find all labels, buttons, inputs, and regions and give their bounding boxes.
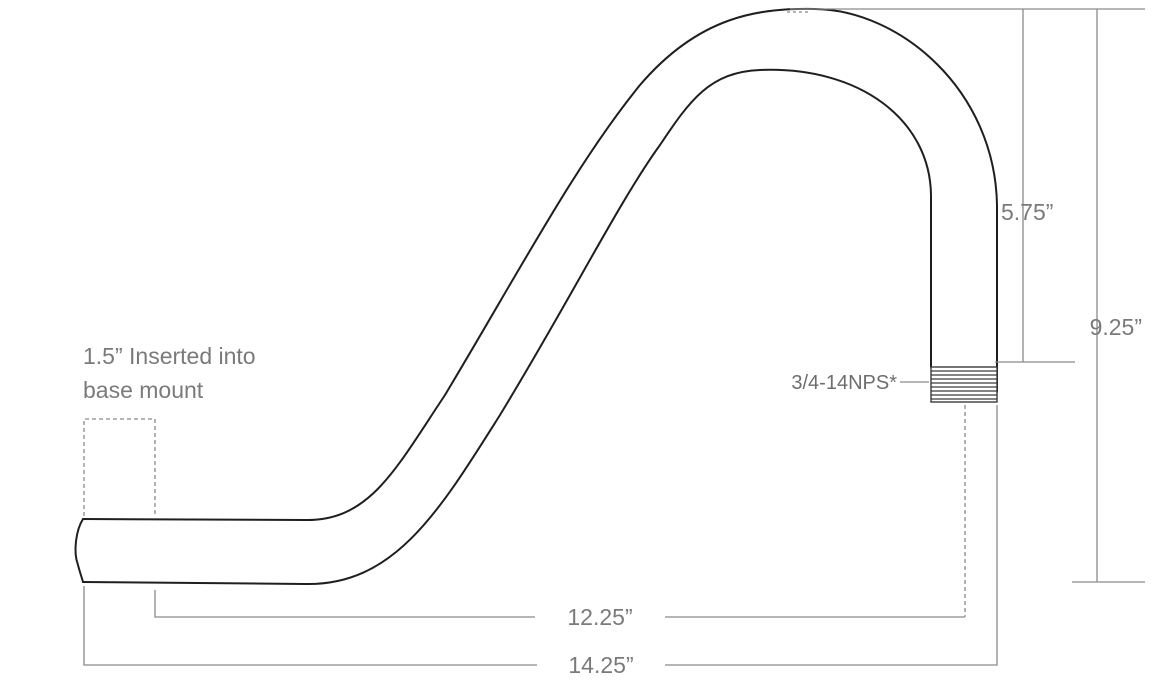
drop-dimension-label: 5.75” — [1001, 199, 1053, 225]
total-reach-label: 14.25” — [568, 652, 633, 678]
inner-reach-label: 12.25” — [567, 604, 632, 630]
total-reach-dimension-left — [84, 586, 537, 665]
thread-fitting — [931, 367, 997, 402]
insert-depth-box — [84, 419, 155, 516]
insert-note-line1: 1.5” Inserted into — [83, 343, 256, 369]
pipe-inner-edge — [83, 70, 931, 584]
height-dimension-label: 9.25” — [1090, 314, 1142, 340]
thread-spec-label: 3/4-14NPS* — [791, 372, 897, 394]
pipe-left-end — [76, 519, 83, 582]
inner-reach-dimension-left — [155, 590, 535, 617]
total-reach-dimension-right — [665, 405, 997, 665]
insert-note-line2: base mount — [83, 377, 204, 403]
pipe-outer-edge — [83, 9, 997, 520]
